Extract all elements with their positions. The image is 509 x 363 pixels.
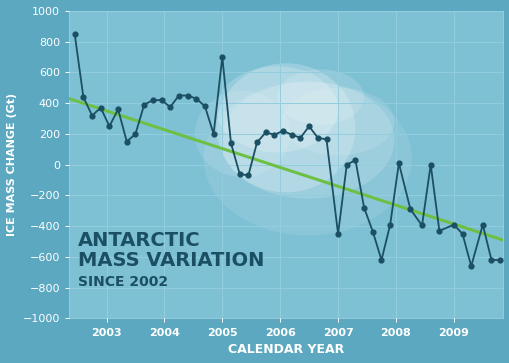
Point [209, 131, 217, 137]
Point [368, 229, 376, 234]
Text: ANTARCTIC: ANTARCTIC [77, 231, 200, 250]
Ellipse shape [216, 63, 355, 192]
Point [478, 222, 486, 228]
Point [487, 257, 495, 263]
Point [235, 171, 243, 177]
Point [192, 96, 200, 102]
Point [385, 222, 393, 228]
Point [270, 132, 278, 138]
Point [351, 157, 359, 163]
Point [97, 105, 105, 111]
Point [157, 97, 165, 103]
Point [426, 162, 434, 168]
Point [183, 93, 191, 98]
Point [218, 54, 226, 60]
Point [105, 123, 114, 129]
Point [88, 113, 96, 118]
Point [123, 139, 131, 144]
Point [114, 106, 122, 112]
Ellipse shape [194, 91, 290, 177]
Ellipse shape [281, 88, 394, 155]
Point [377, 257, 385, 263]
Point [278, 128, 287, 134]
Point [406, 207, 414, 212]
Point [359, 205, 367, 211]
Point [252, 139, 261, 145]
Point [175, 93, 183, 98]
Point [244, 172, 252, 178]
Point [131, 131, 139, 137]
Point [296, 135, 304, 141]
Text: MASS VARIATION: MASS VARIATION [77, 251, 264, 270]
Point [140, 102, 148, 108]
Y-axis label: ICE MASS CHANGE (Gt): ICE MASS CHANGE (Gt) [7, 93, 17, 236]
Point [435, 228, 443, 234]
Ellipse shape [220, 82, 394, 199]
Ellipse shape [203, 82, 411, 236]
Point [261, 130, 269, 135]
Point [466, 263, 474, 269]
Text: SINCE 2002: SINCE 2002 [77, 276, 167, 289]
X-axis label: CALENDAR YEAR: CALENDAR YEAR [228, 343, 344, 356]
Point [304, 123, 313, 129]
Point [313, 135, 321, 141]
Point [417, 223, 425, 228]
Point [458, 231, 466, 237]
Point [394, 160, 402, 166]
Point [495, 257, 503, 263]
Ellipse shape [277, 69, 363, 125]
Point [166, 104, 174, 110]
Point [149, 97, 157, 103]
Point [322, 136, 330, 142]
Point [201, 103, 209, 109]
Point [287, 132, 295, 138]
Point [70, 31, 78, 37]
Point [227, 140, 235, 146]
Ellipse shape [216, 66, 337, 152]
Point [79, 94, 87, 100]
Point [449, 222, 457, 228]
Point [333, 231, 342, 237]
Point [342, 162, 350, 168]
